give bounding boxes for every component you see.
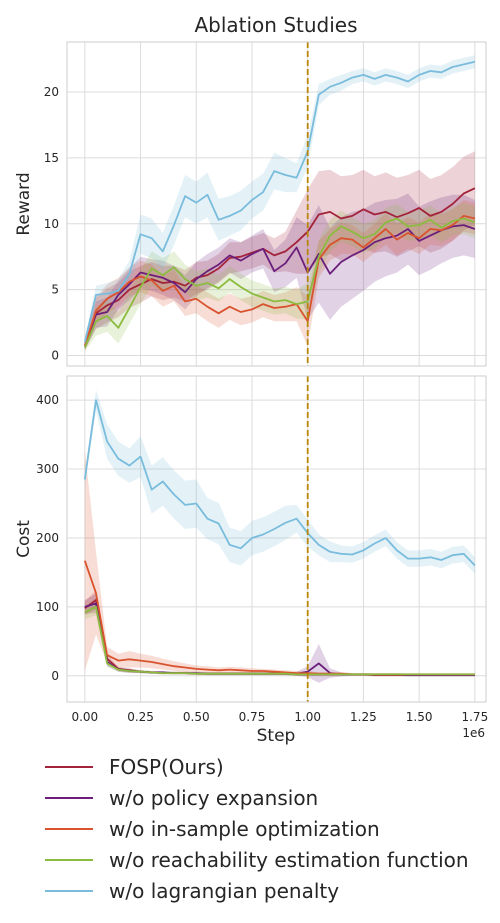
x-tick-label: 0.00: [71, 710, 98, 724]
reward-series-line: [83, 224, 476, 347]
reward-series-line: [83, 217, 476, 348]
cost-series-line: [84, 606, 475, 676]
x-tick-label: 1.00: [294, 710, 321, 724]
reward-y-tick-label: 20: [44, 85, 59, 99]
x-tick-label: 1.50: [406, 710, 433, 724]
cost-band: [84, 590, 475, 677]
x-tick-label: 0.75: [239, 710, 266, 724]
cost-band: [84, 450, 475, 676]
cost-y-axis-label: Cost: [14, 520, 34, 558]
legend-entry: w/o in-sample optimization: [109, 817, 380, 841]
cost-panel: 0 100 200 300 400 Cost 0.00 0.25 0.50 0.75 1.00 1.2…: [14, 375, 488, 724]
legend-entry: w/o policy expansion: [109, 786, 318, 810]
cost-band: [84, 389, 475, 574]
reward-y-tick-label: 15: [44, 151, 59, 165]
x-tick-label: 0.25: [127, 710, 154, 724]
reward-band: [84, 151, 475, 351]
cost-y-tick-label: 100: [36, 600, 59, 614]
x-tick-label: 1.75: [461, 710, 488, 724]
cost-y-tick-label: 200: [36, 531, 59, 545]
legend-entry: FOSP(Ours): [109, 755, 224, 779]
legend-entry: w/o reachability estimation function: [109, 848, 469, 872]
legend: FOSP(Ours) w/o policy expansion w/o in-sam…: [45, 755, 469, 903]
cost-y-tick-label: 400: [36, 393, 59, 407]
reward-series-line: [83, 214, 476, 347]
reward-band: [84, 193, 475, 351]
reward-band: [84, 202, 475, 352]
reward-y-tick-label: 0: [51, 348, 59, 362]
legend-entry: w/o lagrangian penalty: [109, 879, 339, 903]
cost-y-tick-label: 0: [51, 669, 59, 683]
reward-series-line: [83, 60, 476, 343]
x-tick-label: 0.50: [183, 710, 210, 724]
reward-y-axis-label: Reward: [14, 172, 34, 235]
cost-y-tick-label: 300: [36, 462, 59, 476]
cost-series-line: [83, 399, 476, 567]
reward-panel: 0 5 10 15 20 Reward: [14, 41, 487, 367]
x-tick-label: 1.25: [350, 710, 377, 724]
cost-frame: [66, 375, 487, 703]
reward-y-tick-label: 5: [51, 283, 59, 297]
x-axis-offset-label: 1e6: [462, 726, 485, 740]
chart-title: Ablation Studies: [194, 13, 357, 37]
reward-frame: [66, 41, 487, 367]
reward-band: [84, 200, 475, 351]
x-axis-label: Step: [257, 726, 296, 746]
reward-y-tick-label: 10: [44, 217, 59, 231]
